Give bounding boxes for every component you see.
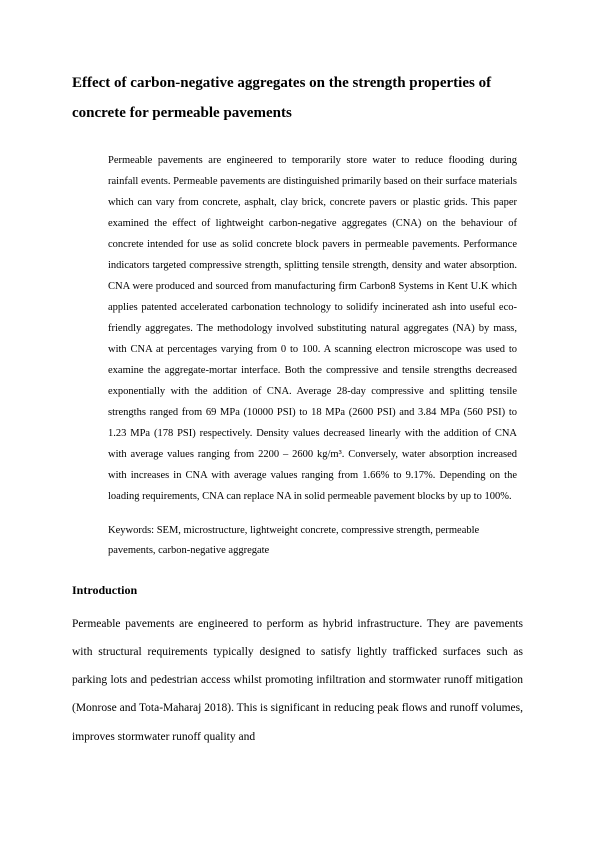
introduction-body: Permeable pavements are engineered to pe… [72, 610, 523, 751]
introduction-heading: Introduction [72, 583, 523, 598]
paper-title: Effect of carbon-negative aggregates on … [72, 68, 523, 128]
keywords-block: Keywords: SEM, microstructure, lightweig… [72, 521, 523, 561]
abstract-block: Permeable pavements are engineered to te… [72, 150, 523, 507]
keywords-label: Keywords: [108, 525, 154, 536]
keywords-text: SEM, microstructure, lightweight concret… [108, 525, 479, 556]
